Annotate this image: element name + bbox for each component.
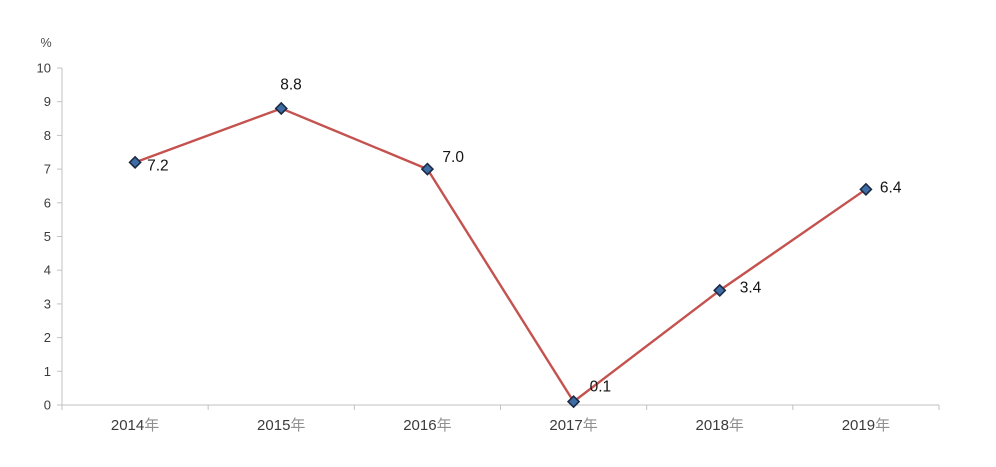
x-axis-category-label: 2016年 <box>403 417 451 434</box>
y-axis-tick-label: 9 <box>44 94 51 109</box>
y-axis-tick-label: 1 <box>44 364 51 379</box>
x-axis-category-label: 2017年 <box>549 417 597 434</box>
x-axis-category-label: 2018年 <box>696 417 744 434</box>
data-point-marker <box>128 155 142 169</box>
data-point-marker <box>274 101 288 116</box>
y-axis-tick-label: 5 <box>44 229 51 244</box>
y-axis-tick-label: 7 <box>44 162 51 177</box>
y-axis-tick-label: 8 <box>44 128 51 143</box>
data-point-marker <box>859 182 873 196</box>
y-axis-tick-label: 0 <box>44 398 51 413</box>
x-axis-category-label: 2019年 <box>842 417 890 434</box>
data-point-marker <box>566 394 581 409</box>
y-axis-unit-label: % <box>40 36 51 50</box>
y-axis-tick-label: 10 <box>37 61 51 76</box>
data-point-label: 0.1 <box>590 379 612 396</box>
x-axis-category-label: 2014年 <box>111 417 159 434</box>
data-point-label: 8.8 <box>280 76 302 93</box>
data-point-label: 7.2 <box>147 157 169 174</box>
data-series-line <box>133 107 868 403</box>
y-axis-tick-label: 3 <box>44 296 51 311</box>
y-axis-tick-label: 4 <box>44 263 51 278</box>
x-axis-category-label: 2015年 <box>257 417 305 434</box>
data-point-label: 7.0 <box>442 149 464 166</box>
data-point-marker <box>713 283 727 298</box>
y-axis-tick-label: 6 <box>44 195 51 210</box>
data-point-label: 3.4 <box>740 279 762 296</box>
data-point-marker <box>420 162 435 176</box>
y-axis-tick-label: 2 <box>44 330 51 345</box>
data-point-label: 6.4 <box>880 179 902 196</box>
